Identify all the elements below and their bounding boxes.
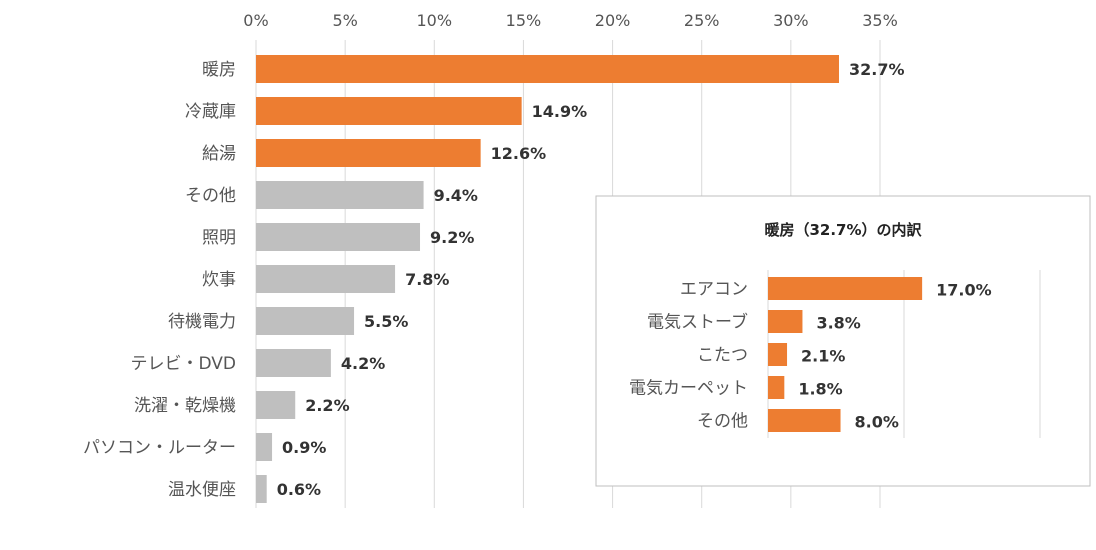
main-bar xyxy=(256,475,267,503)
main-category-label: テレビ・DVD xyxy=(130,354,236,374)
inset-value-label: 1.8% xyxy=(798,380,842,399)
main-value-label: 2.2% xyxy=(305,396,349,415)
main-category-label: 洗濯・乾燥機 xyxy=(134,396,236,416)
main-x-tick-label: 15% xyxy=(506,11,542,30)
main-bar xyxy=(256,55,839,83)
main-x-tick-label: 30% xyxy=(773,11,809,30)
main-x-tick-label: 20% xyxy=(595,11,631,30)
inset-bar xyxy=(768,376,785,399)
main-category-label: 温水便座 xyxy=(168,480,236,500)
main-value-label: 0.6% xyxy=(277,480,321,499)
inset-title: 暖房（32.7%）の内訳 xyxy=(764,221,922,239)
main-bar xyxy=(256,307,355,335)
main-bar xyxy=(256,139,481,167)
main-category-label: 照明 xyxy=(202,228,236,248)
main-bar xyxy=(256,391,296,419)
inset-bar xyxy=(768,409,841,432)
main-value-label: 9.4% xyxy=(434,186,478,205)
main-value-label: 7.8% xyxy=(405,270,449,289)
inset-bar xyxy=(768,277,923,300)
main-bar xyxy=(256,265,396,293)
inset-category-label: その他 xyxy=(697,412,748,432)
main-x-tick-label: 0% xyxy=(243,11,268,30)
main-category-label: パソコン・ルーター xyxy=(83,438,236,458)
main-x-tick-label: 35% xyxy=(862,11,898,30)
inset-category-label: 電気カーペット xyxy=(629,379,748,399)
main-bar xyxy=(256,181,424,209)
main-bar xyxy=(256,97,522,125)
main-value-label: 14.9% xyxy=(532,102,588,121)
inset-bar xyxy=(768,343,788,366)
main-category-label: 炊事 xyxy=(202,270,236,290)
main-category-label: 待機電力 xyxy=(168,312,236,332)
main-x-tick-label: 25% xyxy=(684,11,720,30)
inset-category-label: こたつ xyxy=(697,346,748,366)
inset-bar xyxy=(768,310,803,333)
inset-category-label: エアコン xyxy=(680,280,748,300)
main-bar xyxy=(256,349,331,377)
inset-value-label: 8.0% xyxy=(855,413,899,432)
inset-value-label: 3.8% xyxy=(816,314,860,333)
main-bar xyxy=(256,223,421,251)
inset-value-label: 17.0% xyxy=(936,281,992,300)
main-x-tick-label: 10% xyxy=(417,11,453,30)
main-category-label: 暖房 xyxy=(202,60,236,80)
inset-frame xyxy=(595,195,1091,487)
main-value-label: 5.5% xyxy=(364,312,408,331)
main-bar xyxy=(256,433,273,461)
main-x-tick-label: 5% xyxy=(332,11,357,30)
main-value-label: 32.7% xyxy=(849,60,905,79)
main-value-label: 0.9% xyxy=(282,438,326,457)
main-category-label: 給湯 xyxy=(202,144,236,164)
main-value-label: 9.2% xyxy=(430,228,474,247)
main-value-label: 12.6% xyxy=(491,144,547,163)
main-category-label: 冷蔵庫 xyxy=(185,102,236,122)
inset-category-label: 電気ストーブ xyxy=(647,312,748,333)
inset-value-label: 2.1% xyxy=(801,347,845,366)
main-category-label: その他 xyxy=(185,186,236,206)
main-value-label: 4.2% xyxy=(341,354,385,373)
